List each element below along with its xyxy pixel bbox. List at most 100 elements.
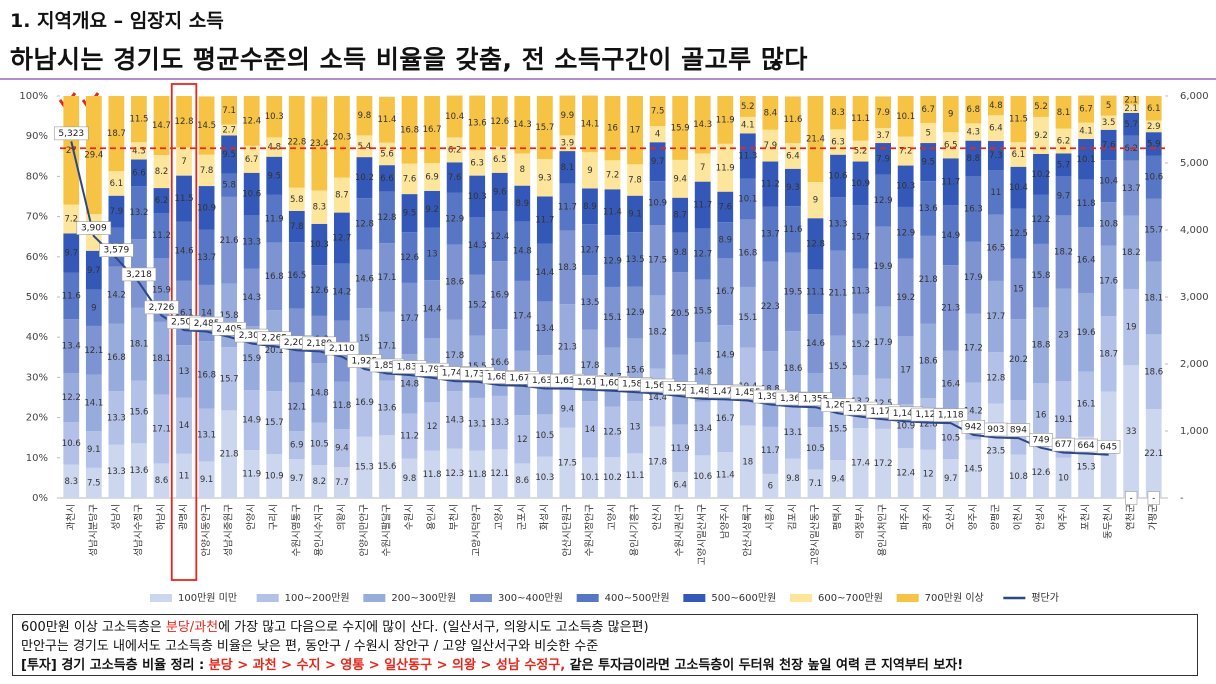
segment-label: 16.8 bbox=[197, 370, 216, 380]
segment-label: 13.5 bbox=[626, 255, 645, 265]
segment-label: 7.1 bbox=[809, 479, 823, 489]
segment-label: 14.7 bbox=[152, 121, 171, 131]
segment-label: 14.3 bbox=[693, 120, 712, 130]
bar-segment bbox=[514, 221, 531, 281]
bar-segment bbox=[379, 380, 395, 436]
segment-label: 14.4 bbox=[535, 268, 554, 278]
segment-label: 6.1 bbox=[1012, 150, 1026, 160]
segment-label: 7.6 bbox=[1102, 141, 1116, 151]
bar-segment bbox=[920, 181, 937, 236]
segment-label: 16.7 bbox=[716, 414, 735, 424]
segment-label: 18.7 bbox=[1099, 349, 1118, 359]
y-tick-label: 40% bbox=[26, 332, 48, 343]
segment-label: 15.1 bbox=[738, 313, 757, 323]
x-tick-label: 파주시 bbox=[900, 504, 911, 530]
bar-segment bbox=[627, 164, 643, 196]
segment-label: 8.1 bbox=[561, 163, 575, 173]
segment-label: 17.1 bbox=[152, 425, 171, 435]
segment-label: 15.3 bbox=[1077, 463, 1096, 473]
segment-label: 8.9 bbox=[718, 236, 732, 246]
bar-segment bbox=[266, 156, 283, 195]
bar-segment bbox=[897, 335, 914, 405]
segment-label: 12.8 bbox=[175, 117, 194, 127]
x-tick-label: 수원시 bbox=[404, 504, 415, 530]
segment-label: 13.3 bbox=[107, 413, 126, 423]
bar-segment bbox=[333, 429, 350, 468]
segment-label: 14.3 bbox=[445, 415, 464, 425]
bar-segment bbox=[739, 96, 756, 117]
bar-segment bbox=[243, 268, 260, 327]
segment-label: 15.9 bbox=[152, 285, 171, 295]
segment-label: 6 bbox=[768, 481, 773, 491]
bar-segment bbox=[582, 95, 598, 153]
bar-segment bbox=[85, 431, 102, 468]
bar-segment bbox=[311, 363, 328, 423]
bar-segment bbox=[446, 137, 463, 163]
bar-segment bbox=[63, 372, 80, 423]
x-tick-label: 고양시일산서구 bbox=[697, 504, 708, 565]
bar-segment bbox=[1033, 96, 1049, 117]
segment-label: 2.1 bbox=[1124, 104, 1138, 114]
segment-label: 11.2 bbox=[761, 180, 780, 190]
segment-label: 13.4 bbox=[693, 424, 712, 434]
bar-segment bbox=[536, 196, 553, 244]
line-label: 677 bbox=[1055, 440, 1072, 450]
segment-label: 13.3 bbox=[829, 220, 848, 230]
segment-label: 18.8 bbox=[761, 385, 780, 395]
segment-label: 17.7 bbox=[986, 312, 1005, 322]
segment-label: 14.6 bbox=[355, 274, 374, 284]
bar-segment bbox=[221, 173, 238, 197]
segment-label: 7.8 bbox=[200, 166, 214, 176]
segment-label: 5.7 bbox=[1124, 120, 1138, 130]
segment-label: 23.5 bbox=[986, 446, 1005, 456]
x-tick-label: 화성시 bbox=[539, 504, 550, 530]
bar-segment bbox=[491, 96, 508, 147]
segment-label: 9.6 bbox=[493, 188, 507, 198]
bar-segment bbox=[672, 197, 689, 233]
segment-label: 10.2 bbox=[1032, 170, 1051, 180]
segment-label: 10.9 bbox=[896, 422, 915, 432]
x-tick-label: 수원시권선구 bbox=[674, 504, 686, 557]
segment-label: 15.5 bbox=[693, 306, 712, 316]
segment-label: 10.3 bbox=[310, 240, 329, 250]
bar-segment bbox=[401, 458, 418, 498]
segment-label: 14.8 bbox=[513, 247, 532, 257]
segment-label: 11.1 bbox=[626, 471, 645, 481]
bar-segment bbox=[897, 206, 914, 259]
segment-label: 9.9 bbox=[561, 111, 575, 121]
line-label: 1,685 bbox=[487, 373, 513, 383]
bar-segment bbox=[1078, 371, 1094, 437]
x-tick-label: 양주시 bbox=[968, 504, 979, 530]
bar-segment bbox=[536, 301, 553, 356]
bar-segment bbox=[1078, 227, 1094, 293]
segment-label: 10.5 bbox=[535, 431, 554, 441]
segment-label: 14.5 bbox=[197, 121, 216, 131]
segment-label: 9 bbox=[91, 303, 96, 313]
x-tick-label: 성남시수정구 bbox=[133, 504, 144, 557]
segment-label: 18.6 bbox=[445, 278, 464, 288]
bar-segment bbox=[108, 195, 125, 228]
bar-segment bbox=[379, 435, 395, 498]
segment-label: 16.5 bbox=[287, 271, 306, 281]
bar-segment bbox=[559, 230, 576, 305]
segment-label: 8.3 bbox=[313, 203, 327, 213]
line-label: 1,635 bbox=[532, 376, 558, 386]
segment-label: 9.7 bbox=[290, 474, 304, 484]
segment-label: 18.7 bbox=[107, 129, 126, 139]
segment-label: 12.9 bbox=[603, 257, 622, 267]
highlight-box bbox=[170, 83, 198, 581]
segment-label: 13.2 bbox=[129, 208, 148, 218]
bar-segment bbox=[717, 96, 734, 144]
segment-label: 10.6 bbox=[829, 171, 848, 181]
segment-label: 9.1 bbox=[628, 209, 642, 219]
segment-label: 13.6 bbox=[378, 403, 397, 413]
bar-segment bbox=[176, 345, 192, 398]
x-tick-label: 군포시 bbox=[517, 504, 528, 530]
bar-segment bbox=[356, 135, 373, 158]
segment-label: 17.2 bbox=[874, 459, 893, 469]
x-tick-label: 시흥시 bbox=[764, 504, 776, 530]
legend-label: 300~400만원 bbox=[498, 592, 563, 604]
segment-label: 13.4 bbox=[535, 324, 554, 334]
bar-segment bbox=[108, 444, 125, 498]
segment-label: 17.9 bbox=[874, 338, 893, 348]
